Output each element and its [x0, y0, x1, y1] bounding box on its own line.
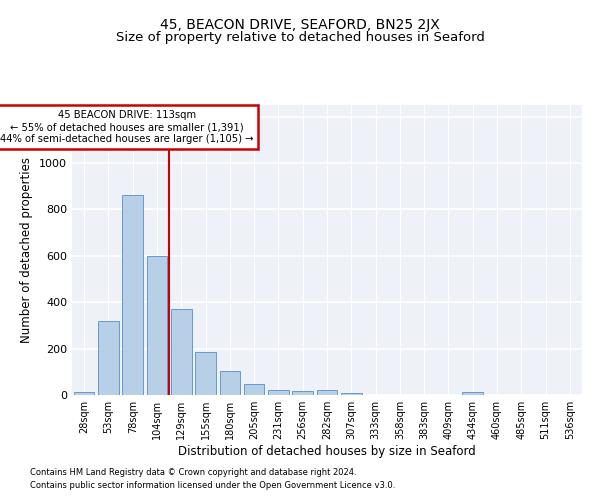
Bar: [463, 392, 483, 395]
Bar: [341, 392, 362, 395]
Bar: [292, 391, 313, 395]
Text: 45, BEACON DRIVE, SEAFORD, BN25 2JX: 45, BEACON DRIVE, SEAFORD, BN25 2JX: [160, 18, 440, 32]
Bar: [268, 390, 289, 395]
Bar: [74, 392, 94, 395]
Text: 45 BEACON DRIVE: 113sqm
← 55% of detached houses are smaller (1,391)
44% of semi: 45 BEACON DRIVE: 113sqm ← 55% of detache…: [0, 110, 253, 144]
Text: Size of property relative to detached houses in Seaford: Size of property relative to detached ho…: [116, 31, 484, 44]
Bar: [146, 256, 167, 395]
Bar: [317, 390, 337, 395]
Text: Contains public sector information licensed under the Open Government Licence v3: Contains public sector information licen…: [30, 480, 395, 490]
Bar: [98, 321, 119, 395]
X-axis label: Distribution of detached houses by size in Seaford: Distribution of detached houses by size …: [178, 445, 476, 458]
Bar: [220, 370, 240, 395]
Y-axis label: Number of detached properties: Number of detached properties: [20, 157, 34, 343]
Bar: [122, 196, 143, 395]
Text: Contains HM Land Registry data © Crown copyright and database right 2024.: Contains HM Land Registry data © Crown c…: [30, 468, 356, 477]
Bar: [171, 309, 191, 395]
Bar: [195, 352, 216, 395]
Bar: [244, 384, 265, 395]
